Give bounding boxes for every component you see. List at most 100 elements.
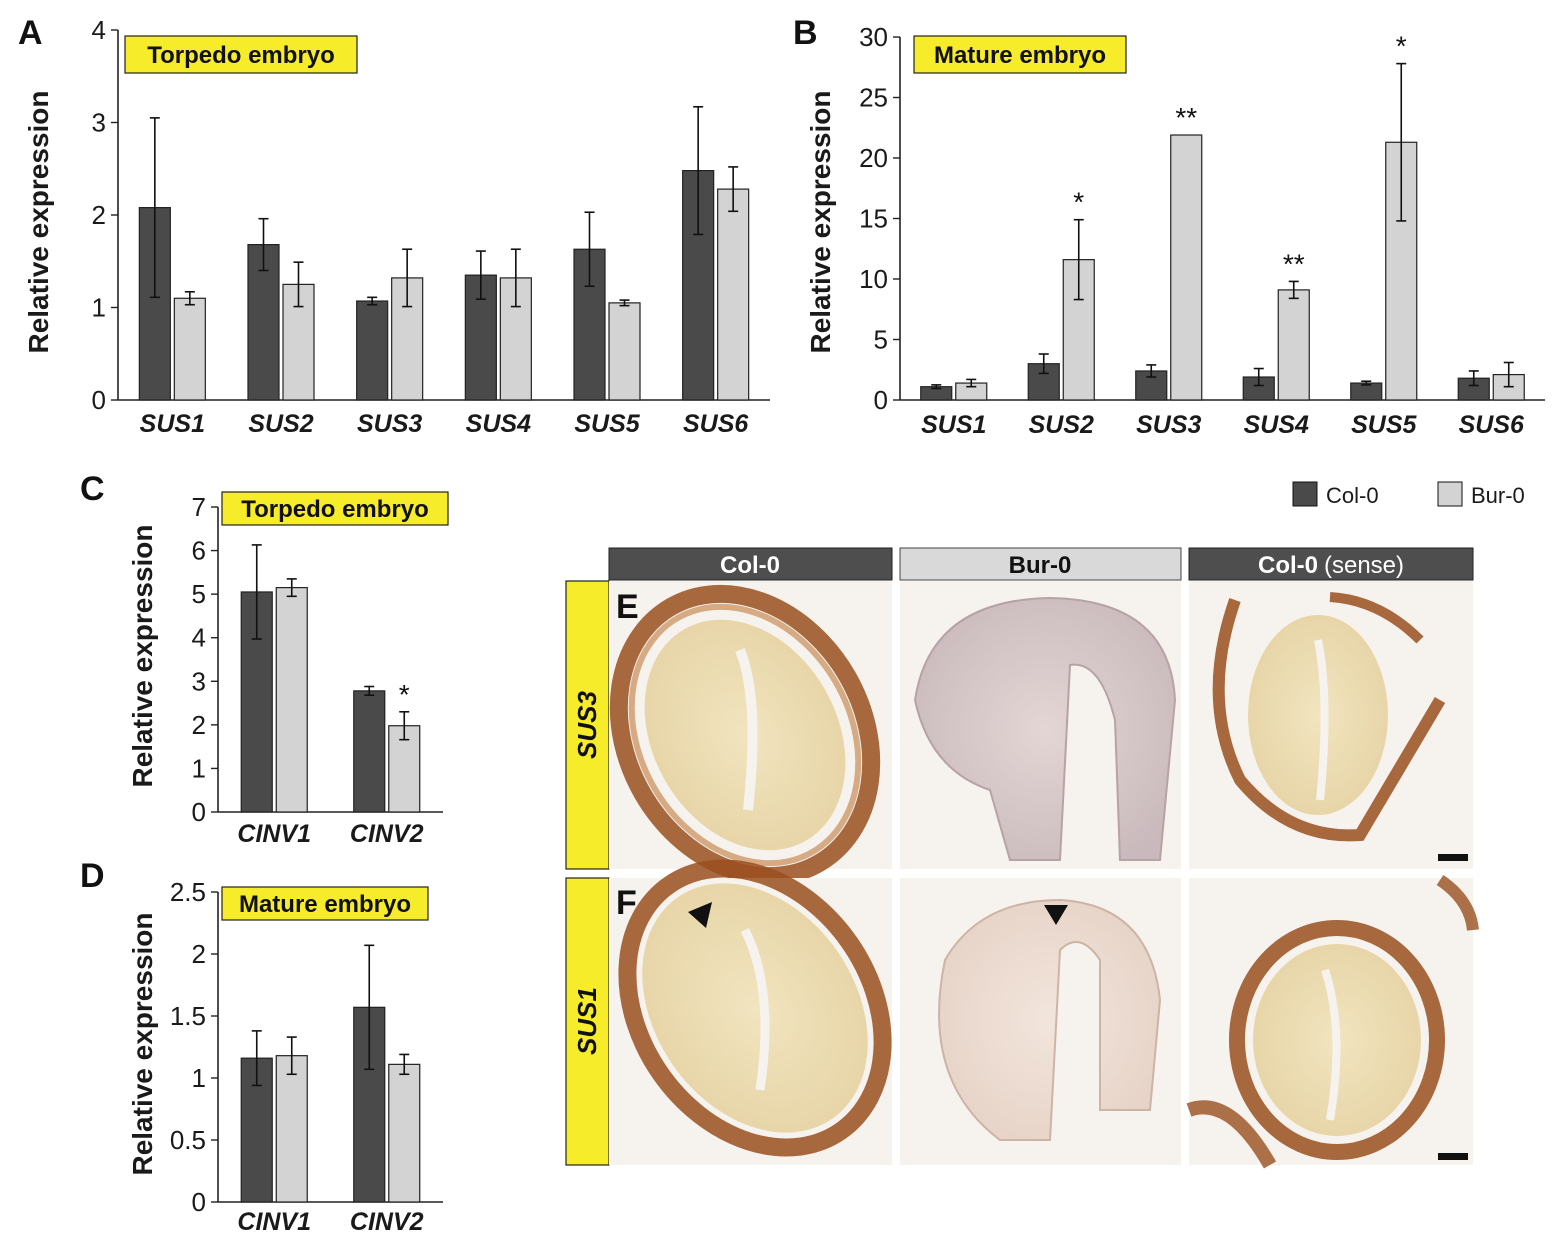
y-tick-label: 2.5 xyxy=(170,877,206,907)
micrograph-grid: Col-0 Bur-0 Col-0 (sense) SUS3 SUS1 E xyxy=(565,547,1479,1169)
panel-b-bars: ****** xyxy=(920,31,1525,401)
panel-e-label: E xyxy=(616,588,639,626)
y-tick-label: 0 xyxy=(192,1187,206,1217)
y-tick-label: 4 xyxy=(192,623,206,653)
y-tick-label: 15 xyxy=(859,204,888,234)
panel-d-label: D xyxy=(80,857,105,895)
bar-bur0 xyxy=(275,587,308,813)
column-header-col0-bg xyxy=(608,547,893,581)
bar-bur0 xyxy=(717,188,750,401)
scale-bar-f xyxy=(1438,1153,1468,1160)
bar-bur0 xyxy=(1277,289,1310,401)
arrowhead-icon xyxy=(688,902,712,928)
y-tick-label: 1.5 xyxy=(170,1001,206,1031)
category-label: SUS1 xyxy=(140,410,205,438)
y-tick-label: 2 xyxy=(92,200,106,230)
significance-marker: * xyxy=(1073,187,1084,218)
panel-d-title: Mature embryo xyxy=(239,891,411,918)
bar-col0 xyxy=(356,300,389,401)
column-header-col0-sense-label: Col-0 xyxy=(1258,552,1318,579)
panel-a-axes: 0 1 2 3 4 SUS1 SUS2 SUS3 SUS4 SUS5 SUS6 xyxy=(92,15,770,438)
category-label: SUS2 xyxy=(1029,411,1094,439)
arrowhead-icon xyxy=(1044,905,1068,925)
category-label: SUS2 xyxy=(248,410,313,438)
micrograph-f-col0-sense xyxy=(1186,875,1479,1169)
legend-swatch-col0 xyxy=(1292,481,1318,507)
row-label-sus3-bg xyxy=(565,580,610,870)
panel-a-title: Torpedo embryo xyxy=(147,42,335,69)
category-label: CINV1 xyxy=(237,1208,311,1236)
significance-marker: ** xyxy=(1175,102,1197,133)
y-tick-label: 7 xyxy=(192,492,206,522)
panel-d-title-box xyxy=(221,886,429,921)
significance-marker: ** xyxy=(1283,248,1305,279)
panel-a-chart: A Relative expression 0 1 2 3 4 SUS1 SUS2 SUS3 S… xyxy=(18,14,770,438)
bar-bur0 xyxy=(388,1063,421,1203)
y-tick-label: 0 xyxy=(874,385,888,415)
significance-marker: * xyxy=(399,679,410,710)
panel-c-bars: * xyxy=(240,544,421,813)
panel-f-label: F xyxy=(616,884,637,922)
legend-label-bur0: Bur-0 xyxy=(1471,483,1525,508)
category-label: CINV2 xyxy=(350,1208,424,1236)
column-header-col0-sense-bg xyxy=(1188,547,1474,581)
category-label: SUS6 xyxy=(1459,411,1525,439)
bar-bur0 xyxy=(388,725,421,813)
category-label: SUS4 xyxy=(1244,411,1309,439)
column-header-bur0: Bur-0 xyxy=(1009,552,1072,579)
panel-a-title-box xyxy=(124,35,358,74)
category-label: CINV1 xyxy=(237,820,311,848)
panel-c-ylabel: Relative expression xyxy=(127,524,158,787)
panel-c-axes: 0 1 2 3 4 5 6 7 CINV1 CINV2 xyxy=(192,492,443,848)
panel-a-bars xyxy=(138,105,750,401)
micrograph-e-bur0 xyxy=(900,581,1181,869)
y-tick-label: 5 xyxy=(874,325,888,355)
bar-bur0 xyxy=(173,297,206,401)
y-tick-label: 1 xyxy=(192,753,206,783)
panel-a-ylabel: Relative expression xyxy=(23,90,54,353)
legend-swatch-bur0 xyxy=(1437,481,1463,507)
micrograph-e-col0: E xyxy=(609,581,892,886)
bar-col0 xyxy=(240,1057,273,1203)
panel-b-axes: 0 5 10 15 20 25 30 SUS1 SUS2 SUS3 SUS4 SUS5 SUS6 xyxy=(859,22,1545,439)
category-label: CINV2 xyxy=(350,820,424,848)
category-label: SUS3 xyxy=(357,410,422,438)
y-tick-label: 0.5 xyxy=(170,1125,206,1155)
panel-b-ylabel: Relative expression xyxy=(805,90,836,353)
micrograph-f-bur0 xyxy=(900,878,1181,1165)
panel-c-title-box xyxy=(221,491,449,526)
bar-col0 xyxy=(353,690,386,813)
y-tick-label: 0 xyxy=(192,797,206,827)
scale-bar-e xyxy=(1438,854,1468,861)
column-header-col0: Col-0 xyxy=(720,552,780,579)
y-tick-label: 3 xyxy=(192,666,206,696)
y-tick-label: 5 xyxy=(192,579,206,609)
panel-a-label: A xyxy=(18,14,43,52)
panel-d-axes: 0 0.5 1 1.5 2 2.5 CINV1 CINV2 xyxy=(170,877,443,1236)
category-label: SUS1 xyxy=(921,411,986,439)
row-label-sus3: SUS3 xyxy=(572,691,602,759)
y-tick-label: 0 xyxy=(92,385,106,415)
panel-d-ylabel: Relative expression xyxy=(127,912,158,1175)
y-tick-label: 3 xyxy=(92,108,106,138)
category-label: SUS3 xyxy=(1136,411,1201,439)
panel-c-title: Torpedo embryo xyxy=(241,496,429,523)
panel-b-title-box xyxy=(913,35,1127,74)
y-tick-label: 25 xyxy=(859,83,888,113)
panel-d-bars xyxy=(240,944,421,1203)
panel-b-title: Mature embryo xyxy=(934,42,1106,69)
category-label: SUS4 xyxy=(466,410,531,438)
y-tick-label: 2 xyxy=(192,710,206,740)
row-label-sus1-bg xyxy=(565,877,610,1166)
y-tick-label: 20 xyxy=(859,143,888,173)
column-header-col0-sense: Col-0 (sense) xyxy=(1258,552,1404,579)
panel-c-label: C xyxy=(80,470,105,508)
panel-b-label: B xyxy=(793,14,818,52)
column-header-sense-suffix: (sense) xyxy=(1324,552,1404,579)
panel-b-chart: B Relative expression 0 5 10 15 20 25 30 SUS1 SU… xyxy=(793,14,1545,439)
legend: Col-0 Bur-0 xyxy=(1292,481,1525,508)
y-tick-label: 2 xyxy=(192,939,206,969)
micrograph-e-col0-sense xyxy=(1189,581,1473,869)
bar-bur0 xyxy=(1170,134,1203,401)
